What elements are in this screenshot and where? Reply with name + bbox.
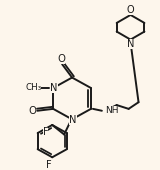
Text: N: N (127, 39, 134, 49)
Text: N: N (51, 83, 58, 93)
Text: N: N (69, 115, 77, 125)
Text: F: F (43, 127, 48, 137)
Text: NH: NH (105, 106, 118, 115)
Text: O: O (57, 54, 65, 64)
Text: O: O (28, 106, 36, 116)
Text: O: O (127, 5, 134, 15)
Text: CH₃: CH₃ (25, 83, 41, 92)
Text: F: F (46, 160, 52, 170)
